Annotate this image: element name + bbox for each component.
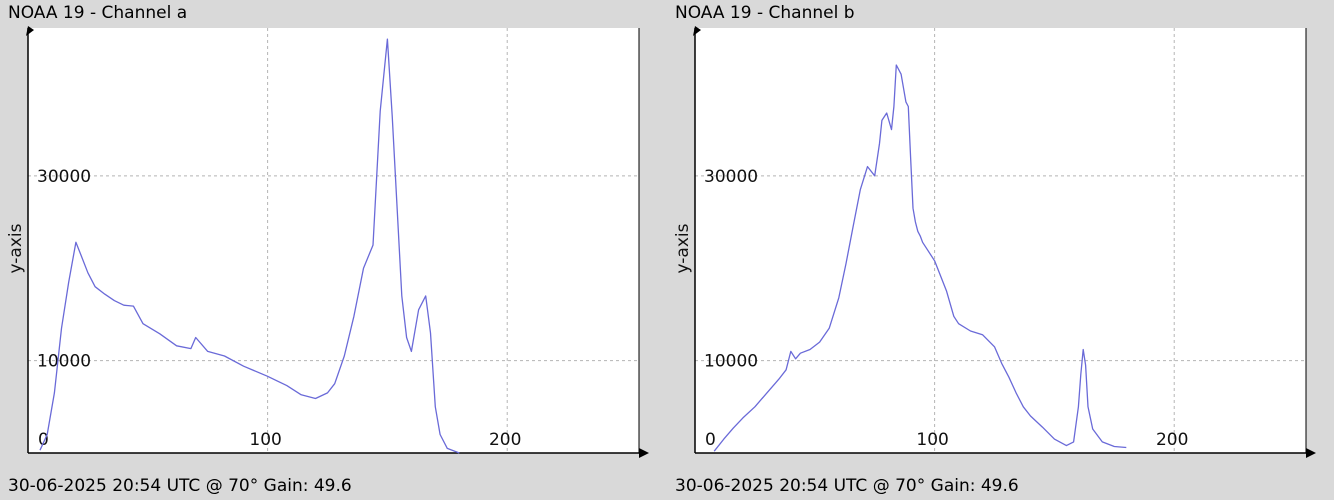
series-line — [713, 64, 1127, 452]
y-tick-label: 30000 — [704, 167, 758, 187]
y-axis-label: y-axis — [673, 223, 693, 273]
chart-panel-a: NOAA 19 - Channel a 0 100 200 10000 30000 y-a… — [6, 3, 649, 496]
chart-footer-status: 30-06-2025 20:54 UTC @ 70° Gain: 49.6 — [675, 476, 1019, 496]
x-tick-label: 0 — [705, 430, 716, 450]
y-axis-arrow-icon — [693, 26, 701, 36]
plot-area — [695, 28, 1306, 453]
x-tick-label: 200 — [1156, 430, 1188, 450]
chart-plot-a: 0 100 200 10000 30000 y-axis — [6, 26, 649, 458]
plot-area — [28, 28, 639, 453]
x-tick-label: 200 — [489, 430, 521, 450]
y-axis-label: y-axis — [6, 223, 26, 273]
chart-plot-b: 0 100 200 10000 30000 y-axis — [673, 26, 1316, 458]
chart-footer-status: 30-06-2025 20:54 UTC @ 70° Gain: 49.6 — [8, 476, 352, 496]
y-tick-label: 10000 — [704, 352, 758, 372]
x-tick-label: 100 — [249, 430, 281, 450]
chart-title: NOAA 19 - Channel a — [8, 3, 188, 23]
x-axis-arrow-icon — [1306, 448, 1316, 458]
y-axis-arrow-icon — [26, 26, 34, 36]
x-tick-label: 100 — [916, 430, 948, 450]
chart-title: NOAA 19 - Channel b — [675, 3, 855, 23]
y-tick-label: 30000 — [37, 167, 91, 187]
series-line — [39, 38, 460, 454]
y-tick-label: 10000 — [37, 352, 91, 372]
chart-panel-b: NOAA 19 - Channel b 0 100 200 10000 30000 y-a… — [667, 0, 1334, 500]
x-tick-label: 0 — [38, 430, 49, 450]
x-axis-arrow-icon — [639, 448, 649, 458]
